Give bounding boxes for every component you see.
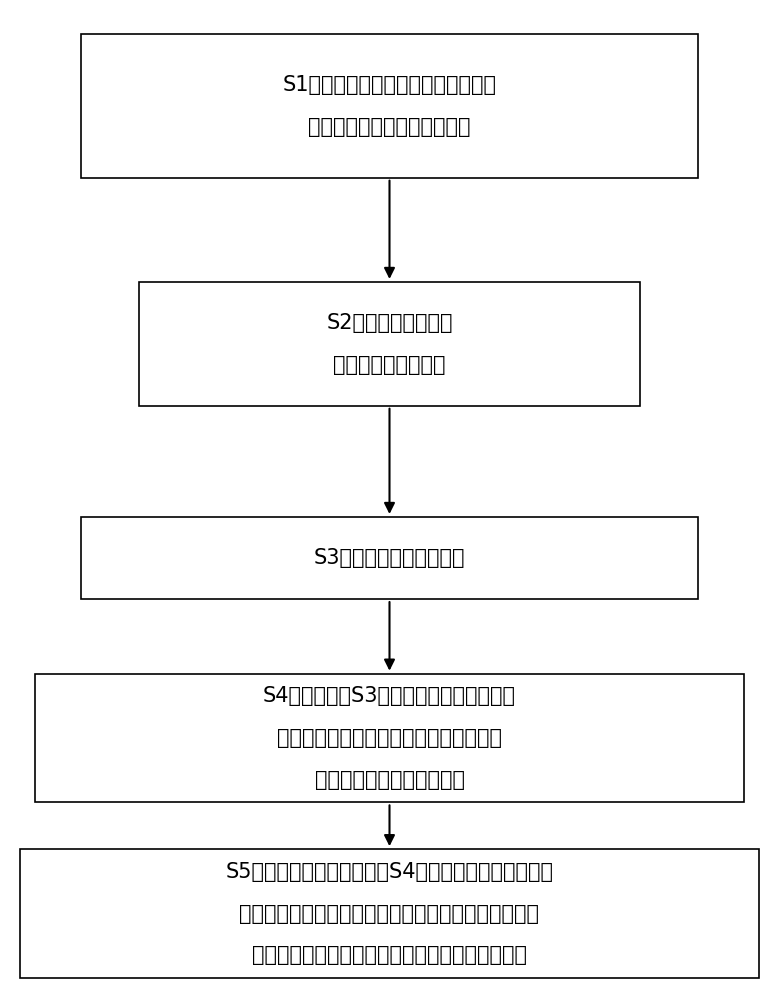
Text: S5，飞控系统根据所述步骤S4的计算结果，自动驱动副: S5，飞控系统根据所述步骤S4的计算结果，自动驱动副 <box>225 862 554 882</box>
FancyBboxPatch shape <box>35 674 744 802</box>
FancyBboxPatch shape <box>81 517 698 599</box>
FancyBboxPatch shape <box>81 34 698 178</box>
FancyBboxPatch shape <box>139 282 640 406</box>
Text: 的滚转力矩抵消由于非对称挂载而产生的滚转力矩: 的滚转力矩抵消由于非对称挂载而产生的滚转力矩 <box>252 945 527 965</box>
Text: S1，从航电系统获取非对称挂载物的: S1，从航电系统获取非对称挂载物的 <box>283 75 496 95</box>
Text: 翼或多功能扰流板偏转，副翼或多功能扰流板偏转产生: 翼或多功能扰流板偏转，副翼或多功能扰流板偏转产生 <box>239 904 540 924</box>
Text: 时采集飞机法向过载: 时采集飞机法向过载 <box>333 355 446 375</box>
Text: S2，通过加速度计实: S2，通过加速度计实 <box>326 313 453 333</box>
Text: 抑制所述滚转力矩的补偿量: 抑制所述滚转力矩的补偿量 <box>315 770 464 790</box>
Text: S4，根据步骤S3中得到的滚转力矩，计算: S4，根据步骤S3中得到的滚转力矩，计算 <box>263 686 516 706</box>
Text: S3，计算非对称滚转力矩: S3，计算非对称滚转力矩 <box>314 548 465 568</box>
Text: 质量及其离飞机对称面的距离: 质量及其离飞机对称面的距离 <box>308 117 471 137</box>
Text: 需要通过副翼舵偏角或多功能扰流板偏角: 需要通过副翼舵偏角或多功能扰流板偏角 <box>277 728 502 748</box>
FancyBboxPatch shape <box>19 849 760 978</box>
